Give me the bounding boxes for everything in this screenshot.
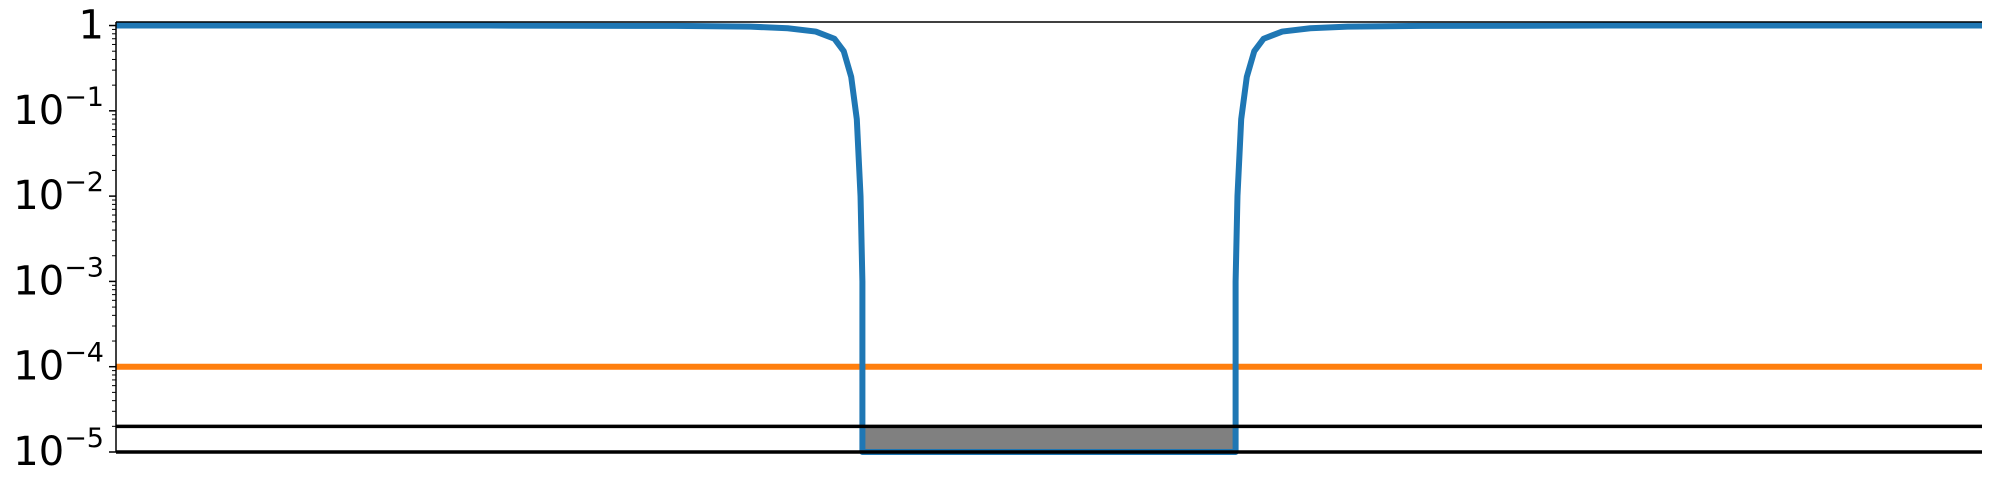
y-tick-label-2: 10−2 bbox=[13, 167, 104, 219]
y-tick-label-4: 10−4 bbox=[13, 338, 104, 390]
y-tick-label-3: 10−3 bbox=[13, 252, 104, 304]
y-tick-label-0: 1 bbox=[79, 3, 104, 49]
y-tick-label-5: 10−5 bbox=[13, 423, 104, 475]
shaded-region bbox=[862, 426, 1236, 452]
y-tick-label-1: 10−1 bbox=[13, 82, 104, 134]
series-line-0 bbox=[116, 22, 1982, 455]
